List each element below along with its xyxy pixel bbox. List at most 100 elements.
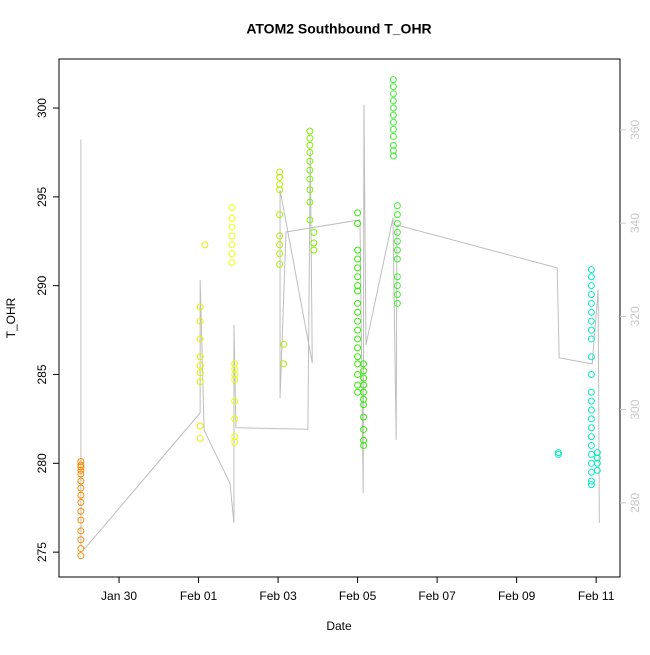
point xyxy=(587,450,595,458)
point xyxy=(360,360,368,368)
point xyxy=(196,362,204,370)
y2-tick-label: 300 xyxy=(628,399,642,419)
point xyxy=(587,468,595,476)
point xyxy=(587,370,595,378)
point xyxy=(306,186,314,194)
point xyxy=(231,438,239,446)
point xyxy=(360,388,368,396)
point xyxy=(393,202,401,210)
point xyxy=(393,219,401,227)
point xyxy=(393,282,401,290)
x-tick-label: Feb 01 xyxy=(180,589,218,603)
point xyxy=(231,370,239,378)
point xyxy=(196,353,204,361)
point xyxy=(354,299,362,307)
point xyxy=(587,273,595,281)
point xyxy=(77,466,85,474)
point xyxy=(276,168,284,176)
line xyxy=(80,104,600,550)
point xyxy=(354,353,362,361)
point xyxy=(393,291,401,299)
x-tick-label: Jan 30 xyxy=(101,589,137,603)
point xyxy=(310,239,318,247)
point xyxy=(354,360,362,368)
point xyxy=(228,214,236,222)
point xyxy=(228,259,236,267)
y-tick-label: 290 xyxy=(35,275,49,295)
point xyxy=(393,273,401,281)
point xyxy=(196,378,204,386)
point xyxy=(587,308,595,316)
point xyxy=(587,477,595,485)
point xyxy=(389,83,397,91)
point xyxy=(306,198,314,206)
point xyxy=(77,477,85,485)
point xyxy=(231,433,239,441)
point xyxy=(196,369,204,377)
point xyxy=(306,127,314,135)
point xyxy=(360,401,368,409)
point xyxy=(393,255,401,263)
point xyxy=(393,246,401,254)
point xyxy=(306,141,314,149)
point xyxy=(77,458,85,466)
point xyxy=(389,125,397,133)
point xyxy=(196,422,204,430)
point xyxy=(77,491,85,499)
point xyxy=(276,241,284,249)
point xyxy=(587,266,595,274)
point xyxy=(354,246,362,254)
point xyxy=(389,97,397,105)
point xyxy=(77,536,85,544)
y-tick-label: 285 xyxy=(35,364,49,384)
point xyxy=(593,449,601,457)
y-tick-label: 300 xyxy=(35,98,49,118)
point xyxy=(393,299,401,307)
point xyxy=(276,260,284,268)
point xyxy=(201,241,209,249)
point xyxy=(587,415,595,423)
point xyxy=(306,157,314,165)
point xyxy=(276,232,284,240)
point xyxy=(593,454,601,462)
point xyxy=(196,335,204,343)
point xyxy=(276,211,284,219)
point xyxy=(77,527,85,535)
point xyxy=(228,250,236,258)
point xyxy=(354,317,362,325)
point xyxy=(354,282,362,290)
point xyxy=(587,406,595,414)
point xyxy=(587,433,595,441)
point xyxy=(360,395,368,403)
y2-tick-label: 320 xyxy=(628,306,642,326)
point xyxy=(354,381,362,389)
point xyxy=(77,463,85,471)
point xyxy=(393,211,401,219)
point xyxy=(587,397,595,405)
point xyxy=(354,335,362,343)
point xyxy=(77,552,85,560)
point xyxy=(276,250,284,258)
point xyxy=(587,481,595,489)
point xyxy=(360,413,368,421)
point xyxy=(306,134,314,142)
point xyxy=(587,459,595,467)
point xyxy=(360,374,368,382)
x-tick-label: Feb 03 xyxy=(259,589,297,603)
point xyxy=(587,353,595,361)
point xyxy=(231,360,239,368)
point xyxy=(389,147,397,155)
point xyxy=(310,246,318,254)
x-tick-label: Feb 09 xyxy=(498,589,536,603)
point xyxy=(587,442,595,450)
point xyxy=(389,118,397,126)
point xyxy=(77,507,85,515)
x-tick-label: Feb 05 xyxy=(339,589,377,603)
point xyxy=(389,104,397,112)
point xyxy=(354,209,362,217)
point xyxy=(360,442,368,450)
point xyxy=(389,132,397,140)
point xyxy=(587,282,595,290)
point xyxy=(196,434,204,442)
point xyxy=(228,232,236,240)
